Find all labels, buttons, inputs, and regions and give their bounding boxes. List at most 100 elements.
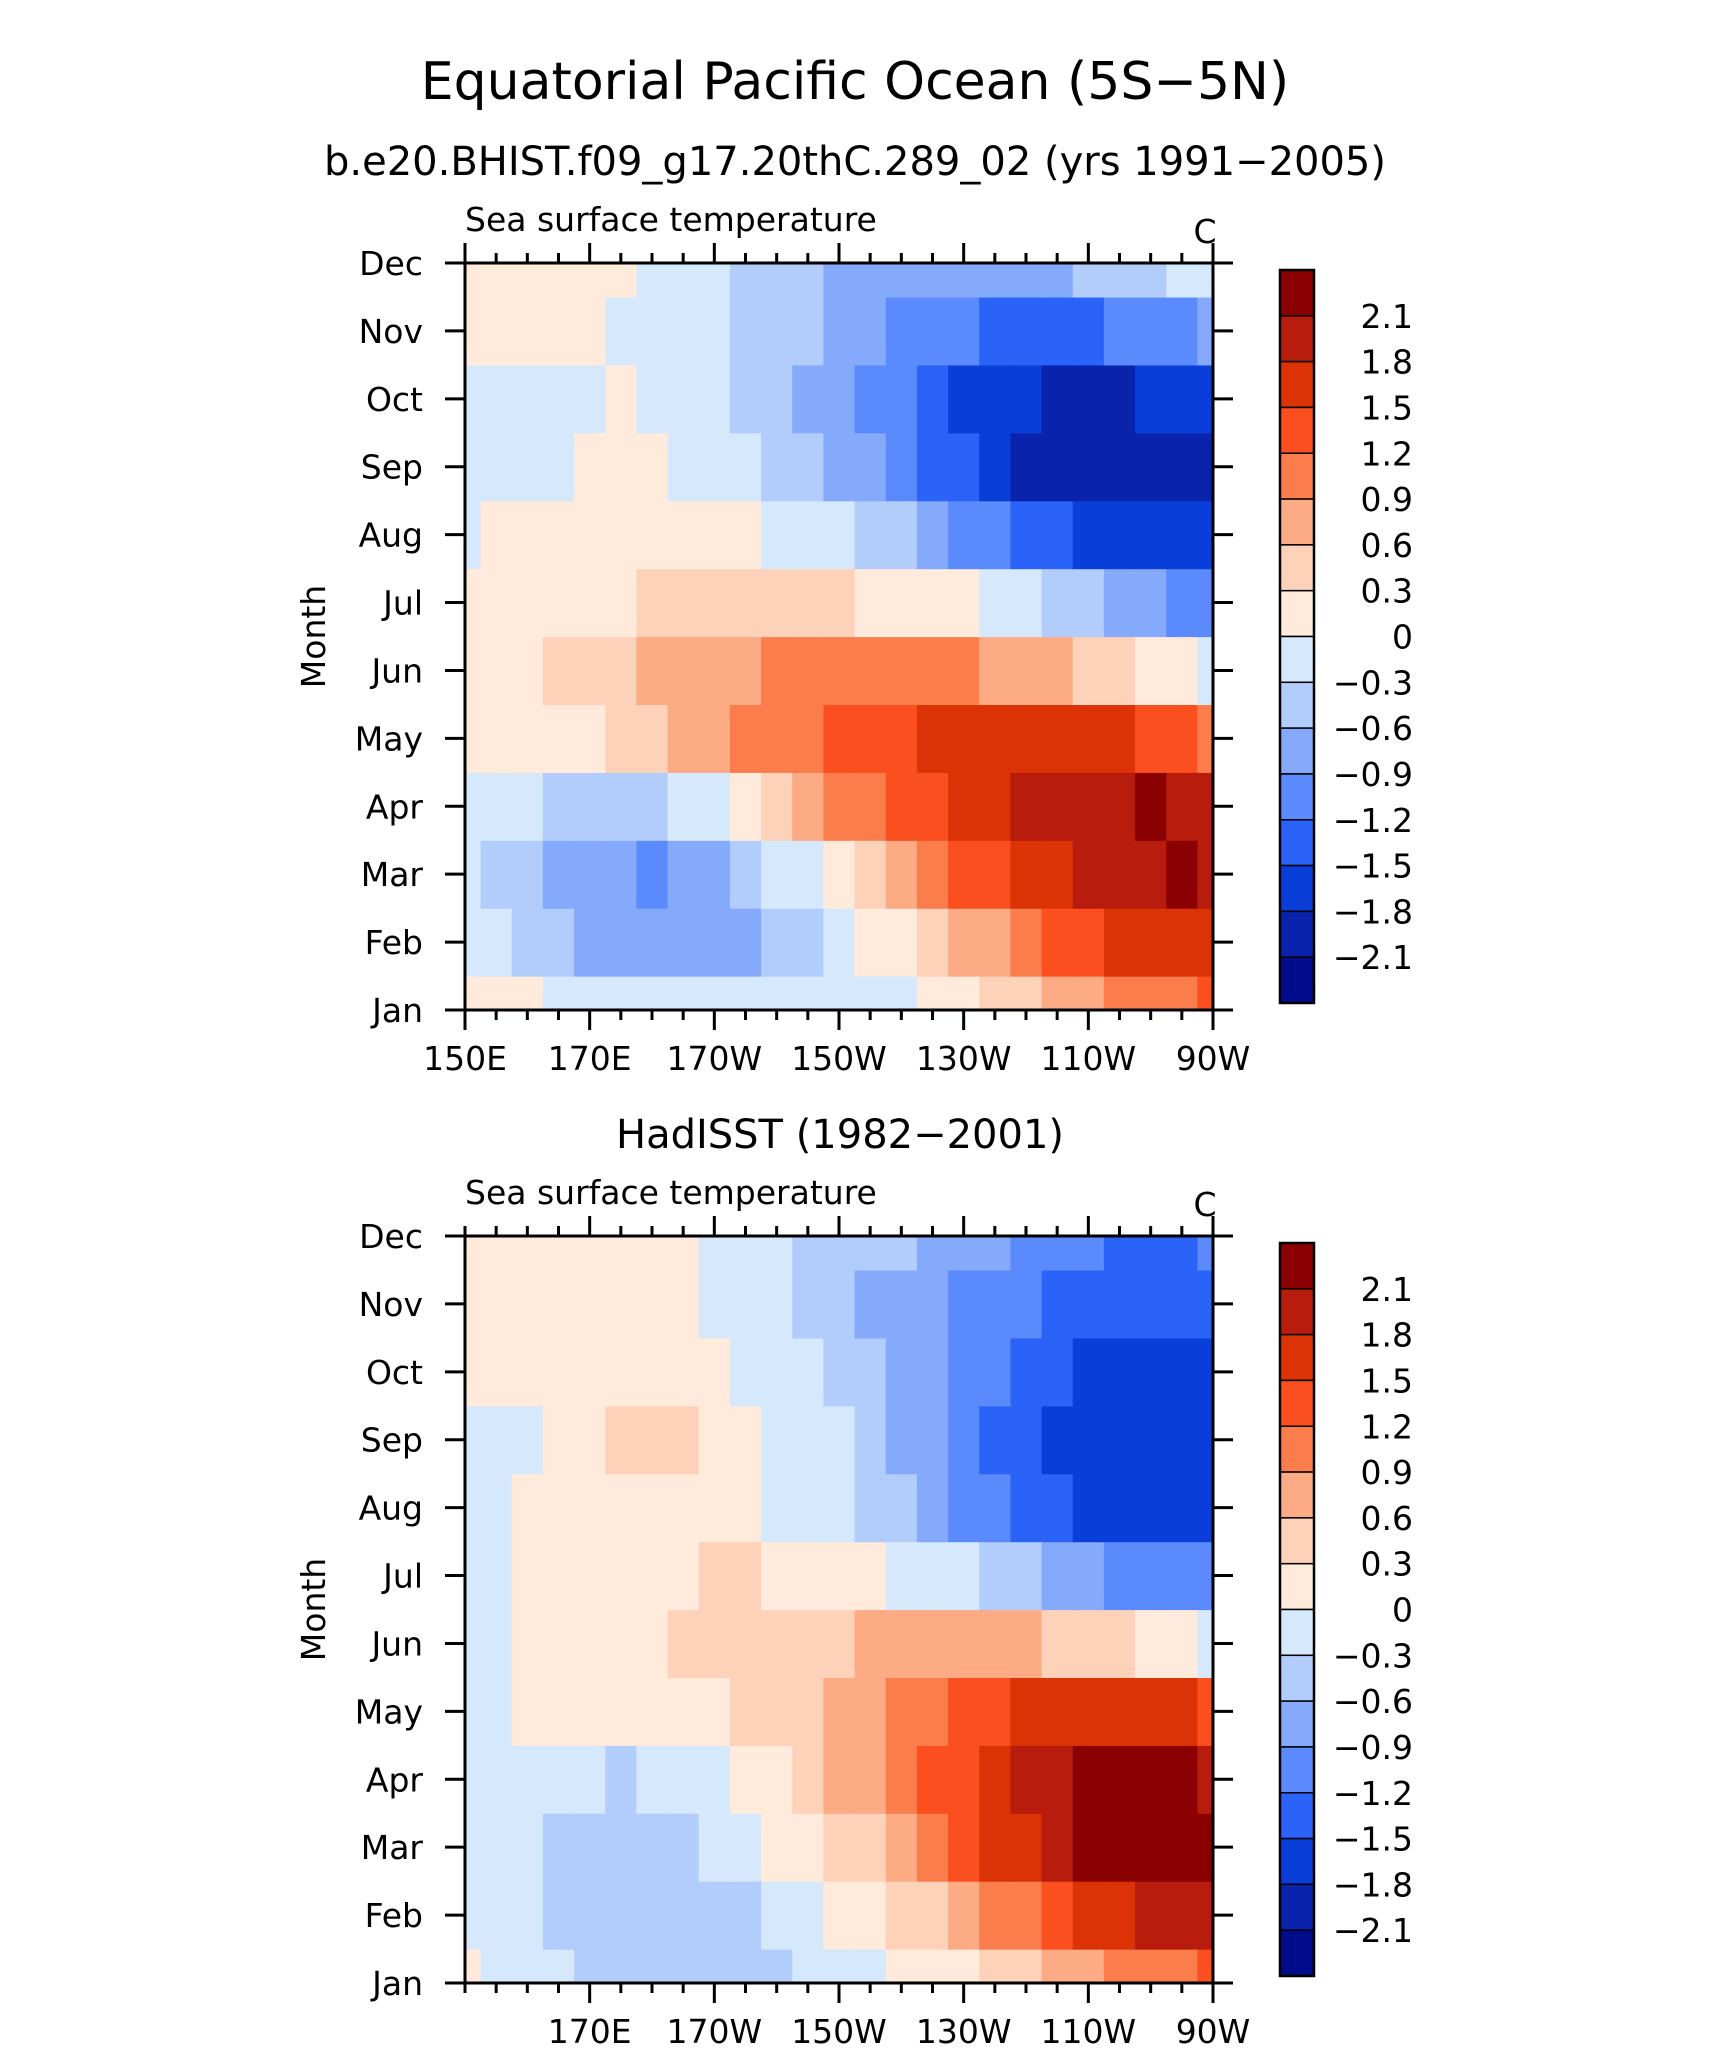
- x-tick-label: 90W: [1176, 2012, 1251, 2051]
- colorbar: 2.1 1.8 1.5 1.2 0.9 0.6 0.3 0 −0.3 −0.6 −0.9 −1.2 −1…: [1278, 1241, 1413, 1978]
- y-tick-label: Feb: [365, 1896, 423, 1935]
- colorbar-box: [1279, 635, 1315, 684]
- heatmap-cell: [1166, 1473, 1199, 1543]
- heatmap-cell: [729, 1745, 762, 1814]
- heatmap-cell: [667, 263, 700, 298]
- heatmap-cell: [792, 976, 825, 1011]
- heatmap-cell: [1103, 296, 1136, 366]
- colorbar-box: [1279, 1654, 1315, 1702]
- heatmap-cell: [1197, 772, 1214, 841]
- heatmap-cell: [916, 1269, 949, 1339]
- heatmap-cell: [1072, 1881, 1105, 1950]
- colorbar-box: [1279, 819, 1315, 867]
- heatmap-cell: [1010, 772, 1043, 841]
- heatmap-cell: [761, 1677, 793, 1746]
- heatmap-cell: [542, 908, 575, 977]
- heatmap-cell: [1135, 840, 1167, 909]
- heatmap-cell: [1072, 296, 1105, 366]
- heatmap-cell: [1166, 1881, 1199, 1950]
- heatmap-cell: [667, 1337, 700, 1407]
- heatmap-cell: [1041, 1745, 1074, 1814]
- heatmap-cell: [605, 840, 638, 909]
- colorbar-label: −1.8: [1333, 1865, 1413, 1904]
- heatmap-cell: [1197, 1677, 1214, 1746]
- heatmap-cell: [465, 976, 482, 1011]
- heatmap-cell: [885, 1337, 918, 1407]
- colorbar-box: [1279, 773, 1315, 821]
- heatmap-cell: [761, 1337, 793, 1407]
- heatmap-cell: [574, 1541, 606, 1611]
- heatmap-cell: [761, 976, 793, 1011]
- heatmap-cell: [1072, 500, 1105, 570]
- heatmap-cell: [1166, 1269, 1199, 1339]
- heatmap-cell: [1166, 1337, 1199, 1407]
- heatmap-cell: [1041, 1473, 1074, 1543]
- heatmap-cell: [636, 1745, 669, 1814]
- heatmap-cell: [1010, 1541, 1043, 1611]
- heatmap-cell: [854, 1609, 887, 1679]
- panel-units: C: [1193, 212, 1216, 251]
- heatmap-cell: [605, 976, 638, 1011]
- heatmap-cell: [792, 1745, 825, 1814]
- heatmap-cell: [1197, 263, 1214, 298]
- heatmap-cell: [792, 1541, 825, 1611]
- heatmap-cell: [667, 500, 700, 570]
- colorbar-box: [1279, 315, 1315, 363]
- heatmap-cell: [792, 568, 825, 638]
- heatmap-cell: [1103, 772, 1136, 841]
- heatmap-cell: [542, 1337, 575, 1407]
- heatmap-cell: [1072, 1269, 1105, 1339]
- heatmap-cell: [1135, 1813, 1167, 1882]
- heatmap-cell: [698, 1677, 731, 1746]
- colorbar-box: [1279, 1471, 1315, 1519]
- heatmap-cell: [511, 1745, 544, 1814]
- heatmap-cell: [1103, 432, 1136, 502]
- heatmap-cell: [480, 432, 513, 502]
- heatmap-cell: [698, 296, 731, 366]
- heatmap-cell: [574, 1609, 606, 1679]
- heatmap-cell: [1010, 1236, 1043, 1271]
- heatmap-cell: [1135, 1269, 1167, 1339]
- heatmap-cell: [1072, 908, 1105, 977]
- heatmap-cell: [605, 1881, 638, 1950]
- heatmap-cell: [480, 1337, 513, 1407]
- heatmap-cell: [1072, 1337, 1105, 1407]
- heatmap-cell: [761, 1881, 793, 1950]
- heatmap-cell: [823, 1745, 856, 1814]
- colorbar-label: −1.5: [1333, 1820, 1413, 1859]
- x-tick-label: 170E: [548, 2012, 632, 2051]
- heatmap-cell: [729, 1541, 762, 1611]
- heatmap-cell: [1041, 908, 1074, 977]
- heatmap-cell: [1166, 1236, 1199, 1271]
- heatmap-cell: [574, 364, 606, 434]
- heatmap-cell: [511, 364, 544, 434]
- heatmap-cell: [854, 704, 887, 773]
- heatmap-cell: [605, 1337, 638, 1407]
- heatmap-cell: [1135, 772, 1167, 841]
- heatmap-cell: [511, 1813, 544, 1882]
- heatmap-cell: [465, 772, 482, 841]
- heatmap-cell: [465, 1813, 482, 1882]
- heatmap-cell: [1166, 568, 1199, 638]
- heatmap-cell: [823, 772, 856, 841]
- heatmap-cell: [885, 976, 918, 1011]
- colorbar-box: [1279, 681, 1315, 729]
- heatmap-cell: [542, 1236, 575, 1271]
- x-tick-label: 150W: [791, 2012, 887, 2051]
- y-tick-label: Jul: [381, 1557, 423, 1596]
- heatmap-cell: [1197, 1745, 1214, 1814]
- colorbar-box: [1279, 269, 1315, 317]
- colorbar-label: −0.9: [1333, 755, 1413, 794]
- heatmap-cell: [729, 1813, 762, 1882]
- heatmap-cell: [1010, 568, 1043, 638]
- heatmap-cell: [1010, 500, 1043, 570]
- heatmap-cell: [1103, 1269, 1136, 1339]
- heatmap-cell: [729, 772, 762, 841]
- heatmap-cell: [948, 976, 980, 1011]
- heatmap-cell: [1135, 1473, 1167, 1543]
- colorbar-box: [1279, 498, 1315, 546]
- heatmap-cell: [480, 1949, 513, 1984]
- heatmap-cell: [916, 296, 949, 366]
- y-tick-label: Sep: [361, 448, 423, 487]
- colorbar-box: [1279, 360, 1315, 409]
